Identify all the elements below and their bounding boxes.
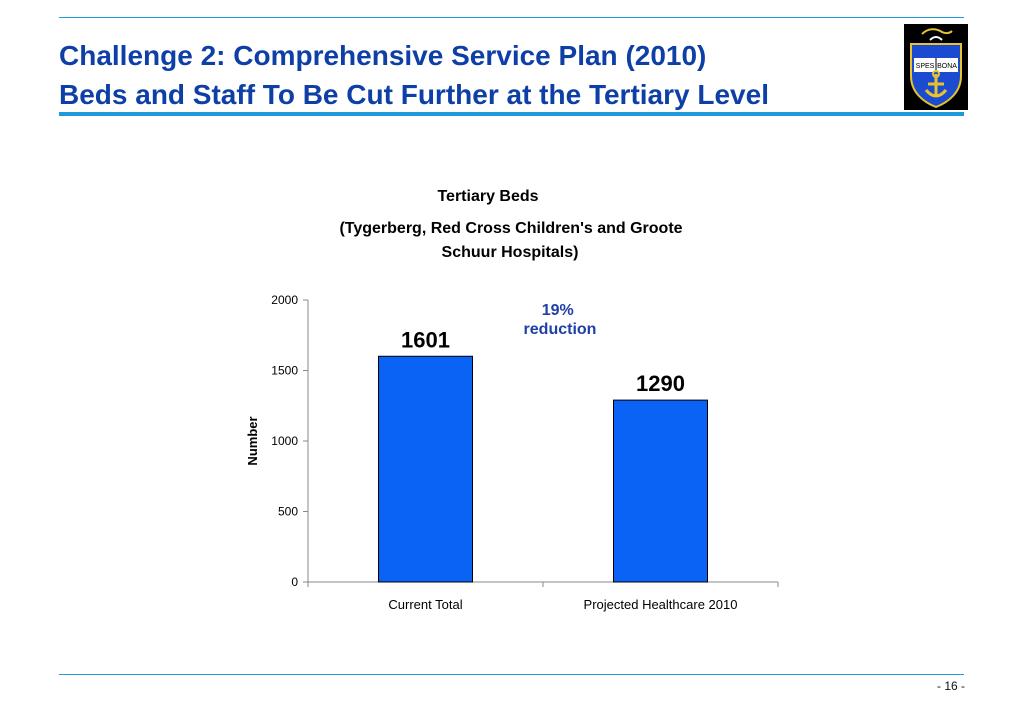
y-tick-label: 0 — [291, 575, 298, 589]
y-axis-label: Number — [245, 416, 260, 465]
bar-labels: 1601 1290 — [401, 327, 685, 396]
reduction-annotation-line-2: reduction — [524, 321, 597, 338]
bar-value-label: 1290 — [636, 371, 685, 396]
x-ticks — [307, 582, 779, 587]
bars — [378, 355, 708, 583]
bar-projected-2010 — [613, 399, 708, 583]
y-tick-label: 1500 — [271, 364, 298, 378]
reduction-annotation-line-1: 19% — [542, 302, 574, 319]
bottom-rule — [59, 674, 964, 675]
svg-text:BONA: BONA — [937, 63, 957, 70]
y-ticks: 0 500 1000 1500 2000 — [271, 293, 308, 589]
slide-title-line-1: Challenge 2: Comprehensive Service Plan … — [59, 40, 707, 71]
title-rule — [59, 112, 964, 116]
chart-subtitle-line-2: Schuur Hospitals) — [442, 244, 579, 261]
bar-value-label: 1601 — [401, 327, 450, 352]
chart-title: Tertiary Beds — [437, 188, 538, 205]
slide-title-line-2: Beds and Staff To Be Cut Further at the … — [59, 79, 769, 110]
y-tick-label: 500 — [278, 505, 298, 519]
category-label: Projected Healthcare 2010 — [584, 597, 738, 612]
reduction-annotation: 19% reduction — [524, 302, 597, 338]
bar-current-total — [378, 355, 473, 583]
category-labels: Current Total Projected Healthcare 2010 — [388, 597, 737, 612]
slide-title: Challenge 2: Comprehensive Service Plan … — [59, 36, 899, 114]
y-tick-label: 1000 — [271, 434, 298, 448]
chart-subtitle-line-1: (Tygerberg, Red Cross Children's and Gro… — [339, 220, 682, 237]
university-crest-logo: SPES BONA — [904, 24, 968, 110]
top-rule — [59, 17, 964, 18]
page-number: - 16 - — [936, 679, 965, 693]
svg-text:SPES: SPES — [916, 63, 935, 70]
y-tick-label: 2000 — [271, 293, 298, 307]
category-label: Current Total — [388, 597, 462, 612]
